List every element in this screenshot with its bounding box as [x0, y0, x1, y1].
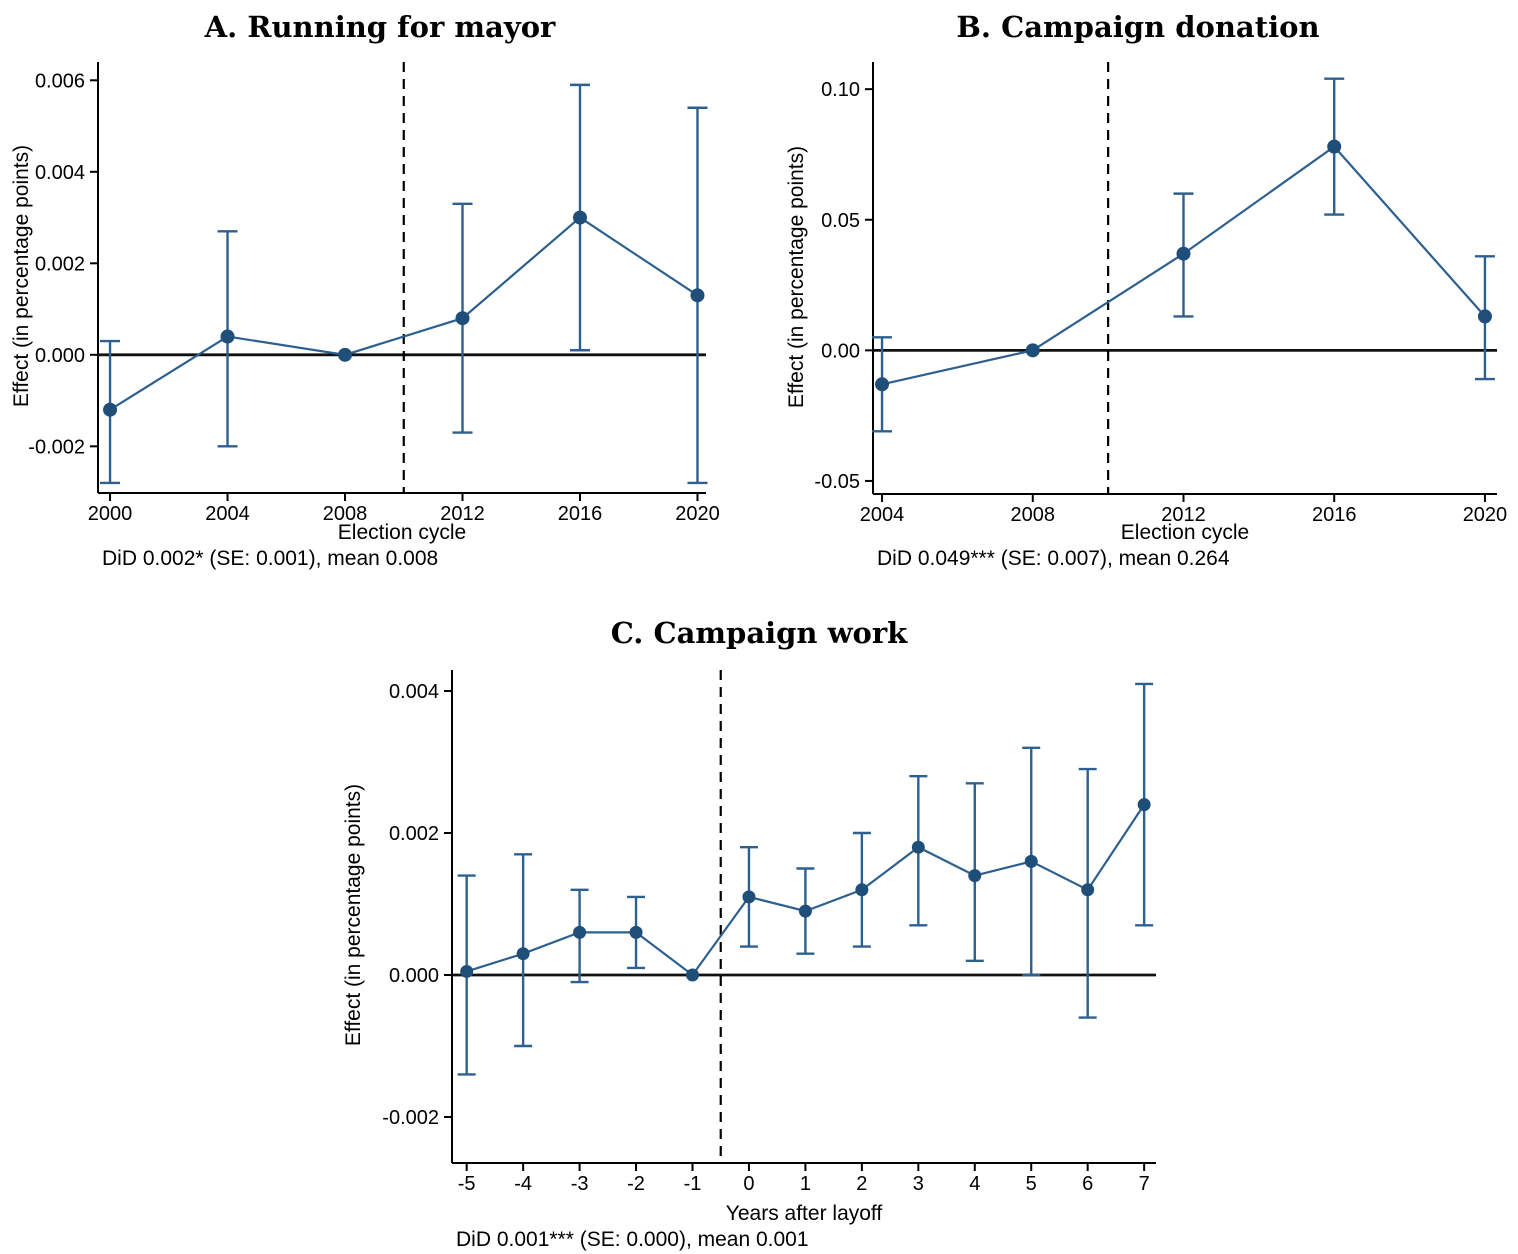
data-point — [455, 311, 470, 326]
x-tick-label: 2004 — [205, 503, 250, 525]
x-tick-label: 2 — [856, 1173, 867, 1195]
x-tick-label: 4 — [969, 1173, 980, 1195]
panel-a-x-axis-label: Election cycle — [337, 521, 467, 544]
x-tick-label: -1 — [684, 1173, 702, 1195]
data-point — [1327, 139, 1342, 154]
panel-c-chart: -0.002 0.000 0.002 0.004 -5 -4 -3 -2 -1 0 1 2 3 4 5 6 7 — [382, 670, 1156, 1195]
y-tick-label: 0.05 — [821, 210, 860, 232]
y-tick-label: -0.05 — [814, 471, 860, 493]
x-tick-label: 6 — [1082, 1173, 1093, 1195]
y-tick-label: 0.002 — [389, 823, 439, 845]
y-tick-label: 0.002 — [35, 253, 85, 275]
y-tick-label: 0.10 — [821, 79, 860, 101]
data-point — [1081, 883, 1095, 897]
data-point — [911, 840, 925, 854]
data-point — [460, 964, 474, 978]
data-point — [968, 869, 982, 883]
x-tick-label: 2020 — [1463, 504, 1508, 526]
y-tick-label: 0.00 — [821, 340, 860, 362]
series-line — [109, 216, 699, 411]
data-point — [690, 288, 705, 303]
data-point — [686, 968, 700, 982]
data-point — [855, 883, 869, 897]
panel-b-x-axis-label: Election cycle — [1120, 521, 1250, 544]
y-tick-label: 0.006 — [35, 70, 85, 92]
data-point — [573, 925, 587, 939]
x-tick-label: 2000 — [88, 503, 133, 525]
data-point — [1024, 854, 1038, 868]
y-tick-label: 0.004 — [35, 162, 85, 184]
x-tick-label: 5 — [1026, 1173, 1037, 1195]
x-tick-label: 2016 — [1312, 504, 1357, 526]
x-tick-label: -5 — [458, 1173, 476, 1195]
panel-c: C. Campaign work Effect (in percentage p… — [300, 608, 1218, 1254]
panel-b-did-note: DiD 0.049*** (SE: 0.007), mean 0.264 — [877, 547, 1230, 570]
data-point — [742, 890, 756, 904]
x-tick-label: 2012 — [440, 503, 485, 525]
panel-b-title: B. Campaign donation — [956, 10, 1320, 44]
panel-a-did-note: DiD 0.002* (SE: 0.001), mean 0.008 — [102, 547, 439, 570]
panel-a: A. Running for mayor Effect (in percenta… — [0, 0, 760, 600]
panel-b-chart: -0.05 0.00 0.05 0.10 2004 2008 2012 2016 2020 — [814, 62, 1508, 526]
x-tick-label: -4 — [514, 1173, 532, 1195]
y-tick-label: -0.002 — [382, 1107, 439, 1129]
data-point — [875, 377, 890, 392]
data-point — [572, 210, 587, 225]
x-tick-label: 0 — [743, 1173, 754, 1195]
x-tick-label: -3 — [571, 1173, 589, 1195]
x-tick-label: 1 — [800, 1173, 811, 1195]
x-tick-label: 2004 — [860, 504, 905, 526]
panel-c-title: C. Campaign work — [610, 616, 908, 650]
x-tick-label: 2020 — [675, 503, 720, 525]
data-point — [1477, 309, 1492, 324]
x-tick-label: -2 — [627, 1173, 645, 1195]
data-point — [516, 947, 530, 961]
x-tick-label: 7 — [1139, 1173, 1150, 1195]
x-tick-label: 2008 — [1011, 504, 1055, 526]
data-point — [338, 347, 353, 362]
y-tick-label: -0.002 — [28, 436, 85, 458]
data-point — [798, 904, 812, 918]
panel-a-chart: -0.002 0.000 0.002 0.004 0.006 2000 2004 2008 20… — [28, 62, 720, 525]
x-tick-label: 2012 — [1161, 504, 1206, 526]
panel-c-did-note: DiD 0.001*** (SE: 0.000), mean 0.001 — [456, 1228, 809, 1251]
x-tick-label: 2008 — [323, 503, 368, 525]
data-point — [629, 925, 643, 939]
x-tick-label: 2016 — [558, 503, 603, 525]
data-point — [103, 402, 118, 417]
panel-c-x-axis-label: Years after layoff — [725, 1202, 883, 1225]
panel-a-title: A. Running for mayor — [204, 10, 556, 44]
y-tick-label: 0.004 — [389, 681, 439, 703]
y-tick-label: 0.000 — [389, 965, 439, 987]
data-point — [1176, 246, 1191, 261]
x-tick-label: 3 — [913, 1173, 924, 1195]
data-point — [1025, 343, 1040, 358]
data-point — [220, 329, 235, 344]
data-point — [1137, 798, 1151, 812]
y-tick-label: 0.000 — [35, 345, 85, 367]
panel-b: B. Campaign donation Effect (in percenta… — [758, 0, 1518, 600]
